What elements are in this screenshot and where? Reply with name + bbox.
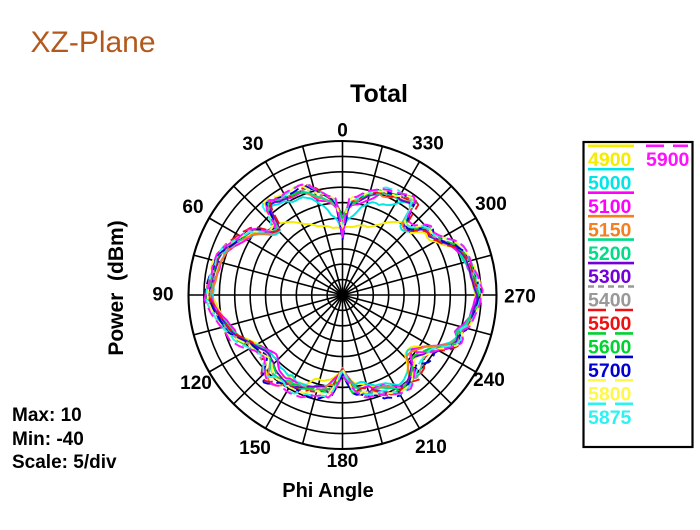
svg-text:Power (dBm): Power (dBm) [105,220,128,355]
svg-text:Min: -40: Min: -40 [12,429,84,450]
svg-text:5600: 5600 [588,337,632,359]
svg-text:XZ-Plane: XZ-Plane [31,26,156,59]
svg-text:210: 210 [415,437,447,458]
svg-text:5400: 5400 [588,290,632,312]
svg-text:240: 240 [473,370,505,391]
svg-text:Scale: 5/div: Scale: 5/div [12,452,117,473]
svg-text:300: 300 [475,194,507,215]
svg-text:60: 60 [182,197,203,218]
svg-text:5700: 5700 [588,360,632,382]
svg-text:5100: 5100 [588,196,632,218]
svg-text:Max: 10: Max: 10 [12,405,82,426]
svg-text:5900: 5900 [646,149,690,171]
svg-text:5300: 5300 [588,266,632,288]
svg-text:5800: 5800 [588,384,632,406]
svg-text:5000: 5000 [588,172,632,194]
svg-text:90: 90 [152,284,173,305]
svg-text:270: 270 [504,286,536,307]
svg-text:180: 180 [327,451,359,472]
svg-text:30: 30 [242,134,263,155]
svg-text:Total: Total [350,80,408,108]
svg-text:5150: 5150 [588,219,632,241]
svg-text:120: 120 [180,373,212,394]
svg-text:5875: 5875 [588,407,632,429]
svg-text:5200: 5200 [588,243,632,265]
svg-text:0: 0 [337,120,348,141]
svg-text:4900: 4900 [588,149,632,171]
svg-text:330: 330 [412,133,444,154]
svg-text:5500: 5500 [588,313,632,335]
svg-text:150: 150 [239,438,271,459]
svg-text:Phi Angle: Phi Angle [282,480,373,502]
